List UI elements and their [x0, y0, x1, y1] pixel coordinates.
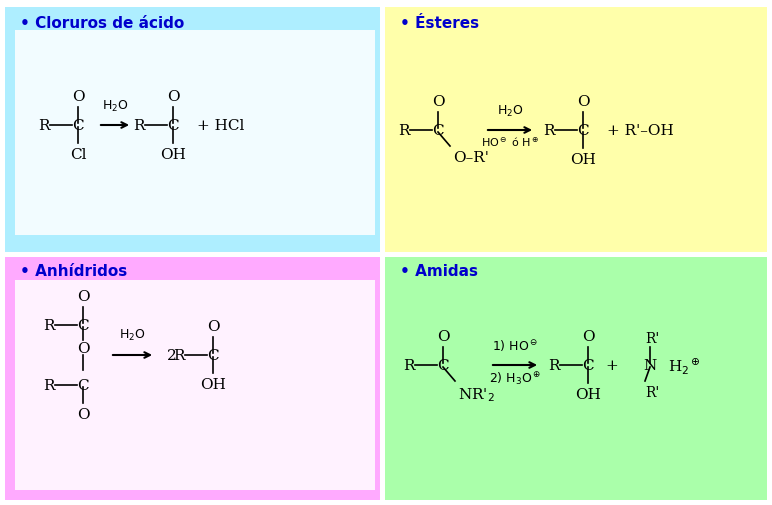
- Text: O: O: [72, 90, 84, 104]
- Text: R: R: [43, 378, 55, 392]
- Text: 2: 2: [168, 348, 177, 362]
- FancyBboxPatch shape: [385, 258, 767, 500]
- FancyBboxPatch shape: [5, 258, 380, 500]
- Text: R: R: [134, 119, 145, 133]
- Text: O: O: [167, 90, 179, 104]
- FancyBboxPatch shape: [15, 280, 375, 490]
- Text: R: R: [174, 348, 185, 362]
- Text: C: C: [207, 348, 218, 362]
- Text: R': R': [645, 385, 659, 399]
- Text: • Amidas: • Amidas: [400, 264, 478, 278]
- Text: R: R: [39, 119, 50, 133]
- Text: C: C: [77, 378, 89, 392]
- Text: H$_2$O: H$_2$O: [102, 98, 128, 114]
- Text: R: R: [548, 358, 560, 372]
- Text: C: C: [73, 119, 84, 133]
- Text: +: +: [605, 358, 618, 372]
- Text: O–R': O–R': [453, 150, 489, 165]
- Text: O: O: [577, 95, 589, 109]
- Text: C: C: [577, 124, 589, 138]
- Text: NR'$_2$: NR'$_2$: [458, 385, 495, 403]
- Text: H$_2$$^\oplus$: H$_2$$^\oplus$: [668, 356, 701, 375]
- Text: O: O: [76, 289, 90, 304]
- Text: 2) H$_3$O$^\oplus$: 2) H$_3$O$^\oplus$: [489, 370, 541, 387]
- Text: + R'–OH: + R'–OH: [607, 124, 674, 138]
- Text: O: O: [76, 407, 90, 421]
- Text: O: O: [437, 329, 449, 343]
- Text: • Cloruros de ácido: • Cloruros de ácido: [20, 16, 185, 31]
- Text: R: R: [404, 358, 415, 372]
- Text: • Anhídridos: • Anhídridos: [20, 264, 127, 278]
- Text: N: N: [643, 358, 657, 372]
- Text: • Ésteres: • Ésteres: [400, 16, 479, 31]
- Text: OH: OH: [200, 377, 226, 391]
- Text: R': R': [645, 331, 659, 345]
- Text: C: C: [437, 358, 449, 372]
- Text: OH: OH: [575, 387, 601, 401]
- Text: R: R: [543, 124, 555, 138]
- Text: O: O: [432, 95, 445, 109]
- Text: O: O: [207, 319, 219, 333]
- Text: C: C: [582, 358, 594, 372]
- Text: H$_2$O: H$_2$O: [496, 104, 523, 119]
- Text: C: C: [77, 318, 89, 332]
- Text: R: R: [43, 318, 55, 332]
- Text: C: C: [432, 124, 444, 138]
- Text: O: O: [76, 341, 90, 356]
- Text: HO$^\ominus$ ó H$^\oplus$: HO$^\ominus$ ó H$^\oplus$: [481, 136, 540, 149]
- Text: R: R: [398, 124, 410, 138]
- Text: OH: OH: [570, 153, 596, 167]
- Text: C: C: [168, 119, 179, 133]
- Text: OH: OH: [160, 147, 186, 162]
- Text: 1) HO$^\ominus$: 1) HO$^\ominus$: [492, 337, 538, 354]
- FancyBboxPatch shape: [5, 8, 380, 252]
- Text: O: O: [581, 329, 594, 343]
- FancyBboxPatch shape: [385, 8, 767, 252]
- Text: Cl: Cl: [69, 147, 86, 162]
- FancyBboxPatch shape: [15, 31, 375, 235]
- Text: H$_2$O: H$_2$O: [119, 327, 146, 342]
- Text: + HCl: + HCl: [197, 119, 245, 133]
